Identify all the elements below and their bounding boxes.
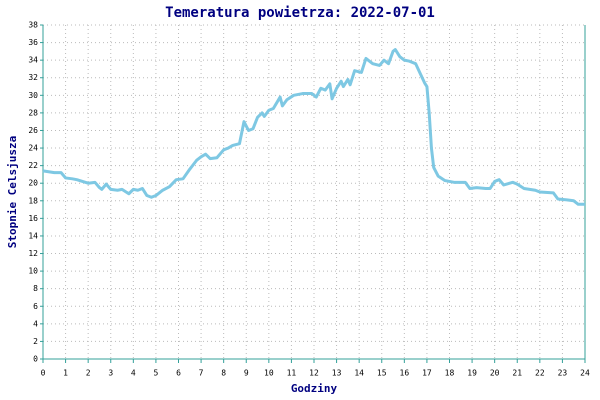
x-tick-label: 13 bbox=[332, 369, 342, 378]
x-tick-label: 8 bbox=[221, 369, 226, 378]
x-tick-label: 11 bbox=[287, 369, 297, 378]
y-tick-label: 36 bbox=[28, 38, 38, 47]
y-tick-label: 26 bbox=[28, 126, 38, 135]
y-tick-label: 38 bbox=[28, 21, 38, 30]
y-axis-label: Stopnie Celsjusza bbox=[6, 136, 19, 249]
y-tick-label: 22 bbox=[28, 161, 38, 170]
x-tick-label: 12 bbox=[309, 369, 319, 378]
x-tick-label: 3 bbox=[108, 369, 113, 378]
y-tick-label: 14 bbox=[28, 231, 38, 240]
x-tick-label: 9 bbox=[244, 369, 249, 378]
x-tick-label: 10 bbox=[264, 369, 274, 378]
x-tick-label: 24 bbox=[580, 369, 590, 378]
y-tick-label: 32 bbox=[28, 73, 38, 82]
y-tick-label: 8 bbox=[33, 284, 38, 293]
x-tick-label: 6 bbox=[176, 369, 181, 378]
y-tick-label: 28 bbox=[28, 108, 38, 117]
x-tick-label: 1 bbox=[63, 369, 68, 378]
x-tick-label: 22 bbox=[535, 369, 545, 378]
x-tick-label: 0 bbox=[41, 369, 46, 378]
line bbox=[42, 48, 585, 206]
chart-title: Temeratura powietrza: 2022-07-01 bbox=[165, 5, 435, 21]
y-tick-label: 18 bbox=[28, 196, 38, 205]
x-tick-label: 18 bbox=[445, 369, 455, 378]
x-tick-label: 7 bbox=[199, 369, 204, 378]
x-tick-label: 20 bbox=[490, 369, 500, 378]
y-tick-label: 2 bbox=[33, 337, 38, 346]
y-tick-label: 34 bbox=[28, 56, 38, 65]
x-tick-label: 21 bbox=[512, 369, 522, 378]
x-tick-label: 5 bbox=[154, 369, 159, 378]
y-tick-label: 6 bbox=[33, 302, 38, 311]
y-tick-label: 12 bbox=[28, 249, 38, 258]
x-tick-label: 4 bbox=[131, 369, 136, 378]
x-axis-label: Godziny bbox=[291, 382, 338, 395]
x-tick-label: 23 bbox=[558, 369, 568, 378]
x-tick-label: 17 bbox=[422, 369, 432, 378]
y-tick-label: 10 bbox=[28, 267, 38, 276]
y-tick-label: 20 bbox=[28, 179, 38, 188]
x-tick-label: 19 bbox=[467, 369, 477, 378]
x-tick-label: 2 bbox=[86, 369, 91, 378]
y-tick-label: 24 bbox=[28, 144, 38, 153]
x-tick-label: 14 bbox=[354, 369, 364, 378]
y-tick-label: 30 bbox=[28, 91, 38, 100]
y-tick-label: 4 bbox=[33, 319, 38, 328]
x-tick-label: 16 bbox=[400, 369, 410, 378]
y-tick-label: 16 bbox=[28, 214, 38, 223]
x-tick-label: 15 bbox=[377, 369, 387, 378]
y-tick-label: 0 bbox=[33, 355, 38, 364]
